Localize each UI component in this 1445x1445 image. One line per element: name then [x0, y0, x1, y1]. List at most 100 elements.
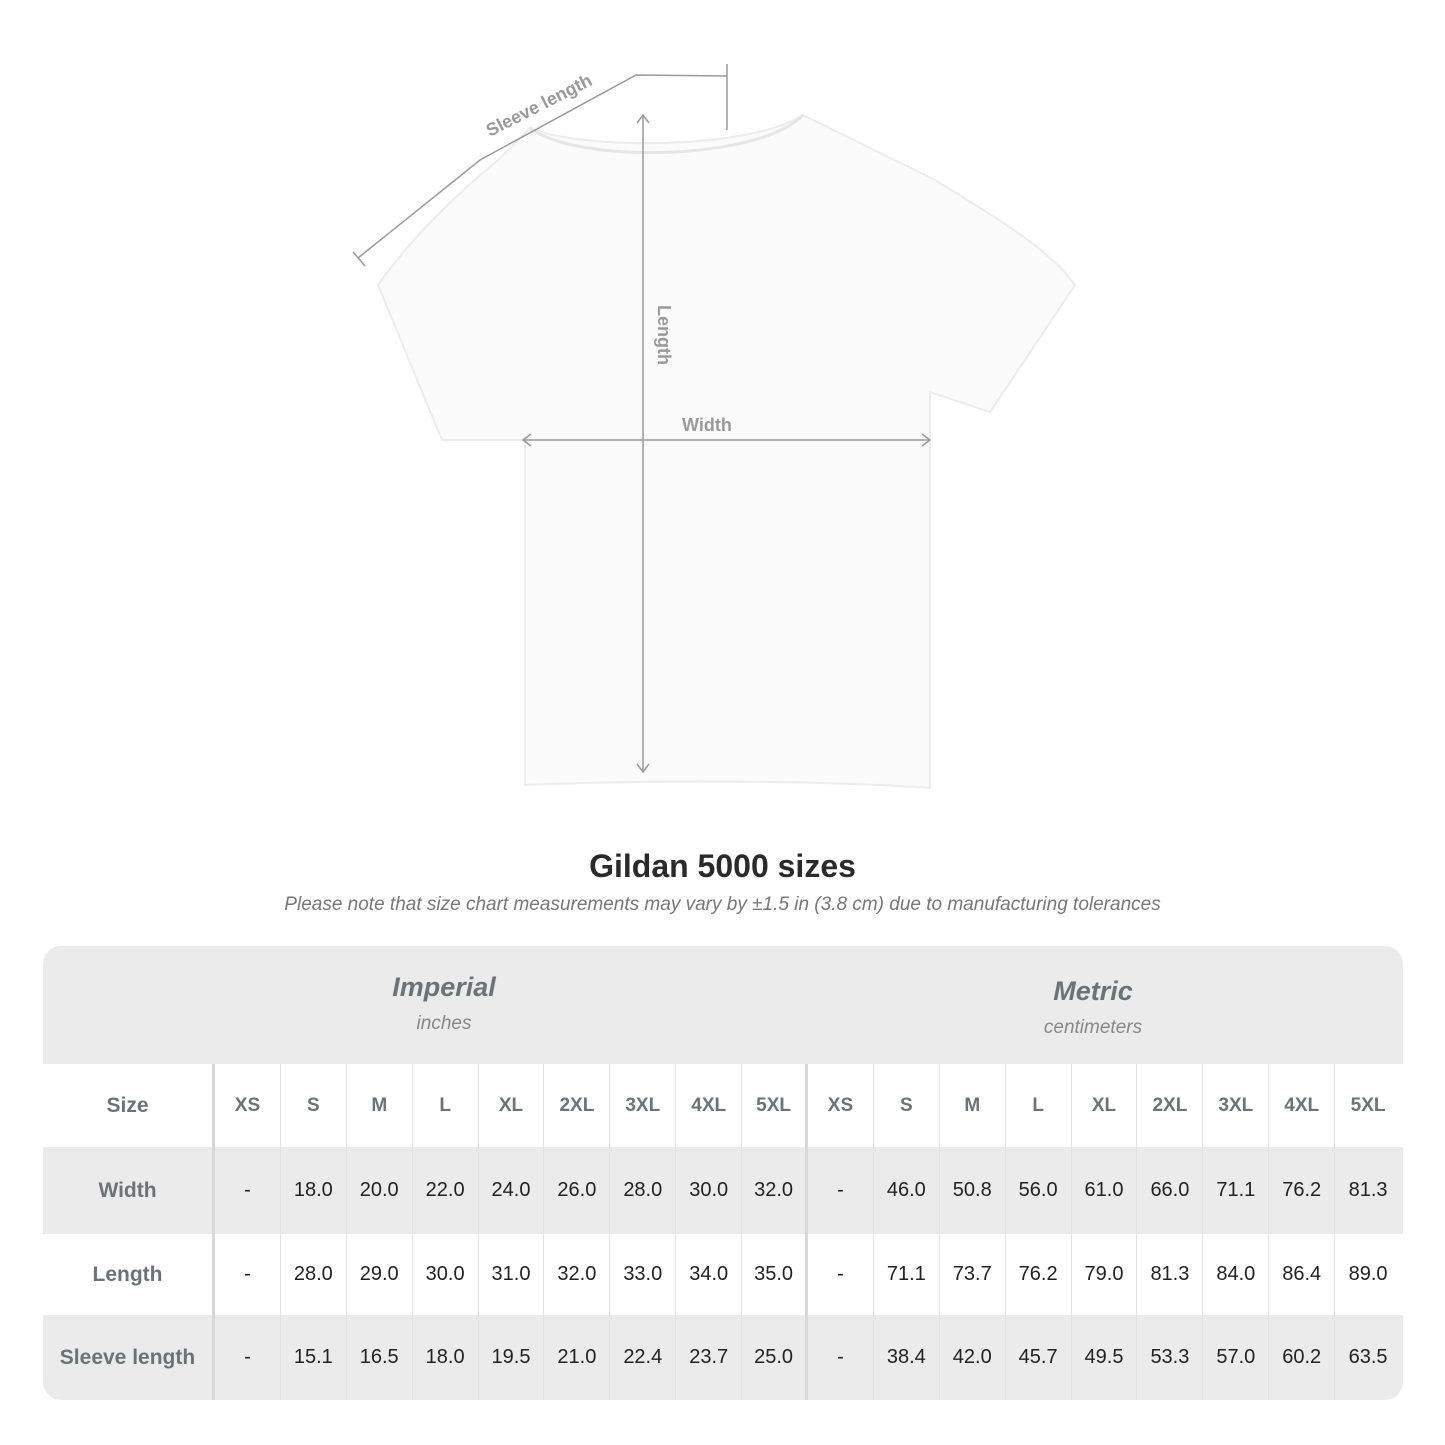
- imperial-cell: 29.0: [347, 1234, 413, 1315]
- size-header-cell: S: [874, 1064, 940, 1147]
- metric-cell: 45.7: [1006, 1315, 1072, 1400]
- metric-cell: -: [808, 1315, 874, 1400]
- chart-title: Gildan 5000 sizes: [589, 848, 856, 884]
- imperial-cell: 19.5: [479, 1315, 545, 1400]
- size-header-cell: 3XL: [610, 1064, 677, 1147]
- size-header-cell: 2XL: [544, 1064, 611, 1147]
- size-header-cell: M: [347, 1064, 413, 1147]
- imperial-cell: 15.1: [281, 1315, 347, 1400]
- size-header-cell: 5XL: [742, 1064, 809, 1147]
- length-arrow-top: [636, 113, 650, 124]
- size-header-cell: S: [281, 1064, 347, 1147]
- width-arrow-left: [521, 433, 532, 447]
- metric-cell: 79.0: [1072, 1234, 1138, 1315]
- imperial-cell: 32.0: [544, 1234, 611, 1315]
- row-label: Width: [43, 1147, 215, 1234]
- size-header-cell: XS: [808, 1064, 874, 1147]
- width-label: Width: [682, 415, 732, 435]
- metric-cell: 76.2: [1269, 1147, 1336, 1234]
- imperial-cell: 18.0: [413, 1315, 479, 1400]
- table-row: Width -18.0 20.0 22.0 24.0 26.0 28.0 30.0 32.0-4…: [43, 1147, 1403, 1234]
- metric-cell: 89.0: [1348, 1263, 1388, 1285]
- metric-cell: 86.4: [1269, 1234, 1336, 1315]
- imperial-cell: -: [215, 1315, 281, 1400]
- imperial-cell: 16.5: [347, 1315, 413, 1400]
- tshirt-diagram: Sleeve length Length Width: [352, 64, 1077, 790]
- metric-cell: 63.5: [1348, 1346, 1388, 1368]
- size-header-cell: XS: [215, 1064, 281, 1147]
- metric-cell: 38.4: [874, 1315, 940, 1400]
- size-header-row: Size XS S M L XL 2XL 3XL 4XL 5XL XS S M L XL 2XL 3XL 4XL 5…: [43, 1064, 1403, 1147]
- imperial-cell: 20.0: [347, 1147, 413, 1234]
- imperial-cell: 21.0: [544, 1315, 611, 1400]
- size-header-cell: XL: [1072, 1064, 1138, 1147]
- size-table: Imperial inches Metric centimeters Size X…: [43, 946, 1403, 1400]
- imperial-cell: -: [215, 1147, 281, 1234]
- size-header-cell: 4XL: [1269, 1064, 1336, 1147]
- metric-cell: 71.1: [874, 1234, 940, 1315]
- size-header-cell: XL: [479, 1064, 545, 1147]
- imperial-cell: 26.0: [544, 1147, 611, 1234]
- sleeve-measure-line: [357, 74, 728, 259]
- imperial-cell: 23.7: [676, 1315, 743, 1400]
- metric-cell: 84.0: [1203, 1234, 1270, 1315]
- size-header-cell: L: [1006, 1064, 1072, 1147]
- imperial-cell: 31.0: [479, 1234, 545, 1315]
- imperial-title: Imperial: [392, 972, 496, 1002]
- imperial-cell: 22.4: [610, 1315, 677, 1400]
- metric-cell: 76.2: [1006, 1234, 1072, 1315]
- imperial-unit: inches: [416, 1013, 472, 1034]
- imperial-cell: 25.0: [742, 1315, 809, 1400]
- size-header-cell: L: [413, 1064, 479, 1147]
- metric-unit: centimeters: [1043, 1017, 1143, 1038]
- metric-cell: 60.2: [1269, 1315, 1336, 1400]
- length-arrow-bottom: [636, 763, 650, 774]
- sleeve-tick: [352, 251, 366, 267]
- metric-cell: 57.0: [1203, 1315, 1270, 1400]
- size-header-cell: 4XL: [676, 1064, 743, 1147]
- metric-cell: 42.0: [940, 1315, 1006, 1400]
- metric-cell: 81.3: [1137, 1234, 1204, 1315]
- tolerance-note: Please note that size chart measurements…: [284, 894, 1161, 915]
- table-row: Length -28.0 29.0 30.0 31.0 32.0 33.0 34.0 35.0-…: [43, 1234, 1403, 1315]
- width-arrow-right: [921, 433, 932, 447]
- unit-header: Imperial inches Metric centimeters: [43, 946, 1403, 1064]
- metric-cell: 53.3: [1137, 1315, 1204, 1400]
- length-label: Length: [654, 305, 674, 365]
- imperial-cell: 18.0: [281, 1147, 347, 1234]
- imperial-cell: 22.0: [413, 1147, 479, 1234]
- metric-cell: -: [808, 1234, 874, 1315]
- metric-cell: 49.5: [1072, 1315, 1138, 1400]
- metric-cell: -: [808, 1147, 874, 1234]
- imperial-cell: 28.0: [281, 1234, 347, 1315]
- sleeve-label: Sleeve length: [483, 70, 595, 141]
- metric-title: Metric: [1053, 976, 1133, 1006]
- metric-header: Metric centimeters: [893, 976, 1293, 1039]
- metric-cell: 66.0: [1137, 1147, 1204, 1234]
- imperial-cell: 32.0: [742, 1147, 809, 1234]
- imperial-cell: 30.0: [676, 1147, 743, 1234]
- size-header-cell: 3XL: [1203, 1064, 1270, 1147]
- size-header-cell: 2XL: [1137, 1064, 1204, 1147]
- collar: [529, 113, 805, 155]
- imperial-cell: -: [215, 1234, 281, 1315]
- metric-cell: 81.3: [1348, 1179, 1388, 1201]
- metric-cell: 56.0: [1006, 1147, 1072, 1234]
- imperial-header: Imperial inches: [244, 972, 644, 1035]
- table-row: Sleeve length -15.1 16.5 18.0 19.5 21.0 22.4 23…: [43, 1315, 1403, 1400]
- tshirt-shape: [376, 113, 1077, 790]
- metric-cell: 50.8: [940, 1147, 1006, 1234]
- imperial-cell: 33.0: [610, 1234, 677, 1315]
- metric-cell: 61.0: [1072, 1147, 1138, 1234]
- size-header-cell: M: [940, 1064, 1006, 1147]
- imperial-cell: 24.0: [479, 1147, 545, 1234]
- metric-cell: 73.7: [940, 1234, 1006, 1315]
- imperial-cell: 30.0: [413, 1234, 479, 1315]
- metric-cell: 46.0: [874, 1147, 940, 1234]
- imperial-cell: 34.0: [676, 1234, 743, 1315]
- imperial-cell: 28.0: [610, 1147, 677, 1234]
- size-header-cell: 5XL: [1350, 1094, 1386, 1116]
- metric-cell: 71.1: [1203, 1147, 1270, 1234]
- row-label: Sleeve length: [43, 1315, 215, 1400]
- size-header-label: Size: [43, 1064, 215, 1147]
